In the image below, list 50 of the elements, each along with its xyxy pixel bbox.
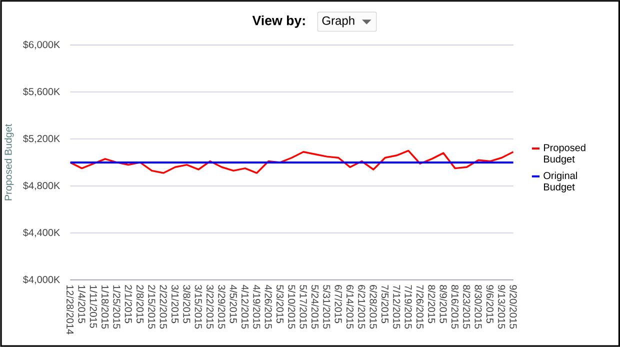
- x-tick-label: 4/19/2015: [253, 284, 260, 329]
- x-tick-label: 12/28/2014: [66, 285, 74, 334]
- x-tick-label: 8/2/2015: [428, 285, 436, 324]
- chart-title: View by:: [252, 16, 305, 28]
- x-tick-label: 9/6/2015: [486, 285, 494, 324]
- x-tick-label: 8/30/2015: [474, 285, 482, 329]
- x-tick-label: 2/15/2015: [148, 285, 156, 329]
- x-tick-label: 2/8/2015: [136, 285, 144, 324]
- x-tick-label: 1/25/2015: [113, 285, 121, 329]
- x-tick-label: 7/12/2015: [393, 285, 400, 329]
- x-tick-label: 8/23/2015: [463, 285, 470, 329]
- x-tick-label: 2/1/2015: [124, 285, 132, 324]
- x-tick-label: 9/13/2015: [498, 285, 506, 329]
- x-tick-label: 1/18/2015: [102, 285, 109, 329]
- x-tick-label: 4/5/2015: [230, 284, 238, 324]
- x-tick-label: 5/31/2015: [323, 285, 330, 329]
- x-tick-label: 6/21/2015: [358, 285, 366, 329]
- x-tick-label: 6/14/2015: [346, 285, 354, 329]
- x-tick-label: 8/9/2015: [440, 285, 448, 324]
- text: Graph: [322, 16, 354, 28]
- x-tick-label: 5/3/2015: [276, 285, 284, 324]
- x-tick-label: 7/19/2015: [404, 285, 412, 329]
- y-tick-label: $4,400K: [23, 228, 60, 238]
- x-tick-label: 7/5/2015: [381, 285, 389, 324]
- y-tick-label: $5,200K: [23, 134, 60, 144]
- x-tick-label: 7/26/2015: [416, 285, 424, 329]
- x-tick-label: 9/20/2015: [510, 285, 518, 329]
- y-tick-label: $5,600K: [23, 88, 60, 96]
- x-tick-label: 3/8/2015: [183, 285, 190, 324]
- legend-label: Original Budget: [544, 172, 577, 192]
- x-tick-label: 1/11/2015: [90, 285, 98, 328]
- x-tick-label: 2/22/2015: [160, 285, 168, 329]
- x-tick-label: 1/4/2015: [78, 285, 86, 324]
- x-tick-label: 3/22/2015: [206, 285, 214, 329]
- x-tick-label: 5/17/2015: [300, 285, 308, 329]
- x-tick-label: 3/15/2015: [194, 285, 202, 329]
- x-tick-label: 6/7/2015: [334, 285, 342, 324]
- x-tick-label: 5/24/2015: [311, 285, 319, 329]
- y-tick-label: $4,800K: [23, 182, 60, 190]
- x-tick-label: 3/29/2015: [218, 285, 226, 329]
- y-tick-label: $6,000K: [23, 40, 60, 50]
- y-axis-title: Proposed Budget: [4, 124, 14, 200]
- x-tick-label: 4/12/2015: [241, 284, 249, 329]
- x-tick-label: 5/10/2015: [288, 285, 296, 329]
- x-tick-label: 3/1/2015: [171, 285, 179, 324]
- legend-label: Proposed Budget: [544, 144, 586, 165]
- x-tick-label: 6/28/2015: [370, 285, 378, 329]
- x-tick-label: 4/26/2015: [264, 284, 272, 329]
- y-tick-label: $4,000K: [23, 276, 60, 284]
- x-tick-label: 8/16/2015: [451, 285, 459, 329]
